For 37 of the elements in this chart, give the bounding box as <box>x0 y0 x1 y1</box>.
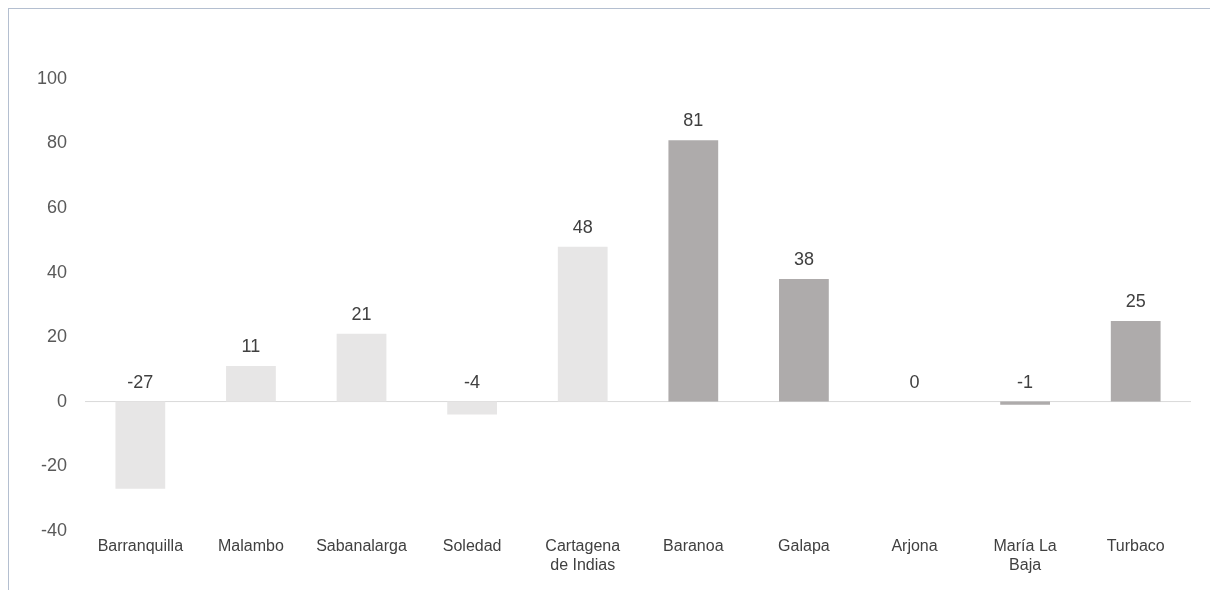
x-tick-label: Sabanalarga <box>316 536 407 554</box>
data-label: 0 <box>909 371 920 392</box>
data-label: 25 <box>1125 290 1146 311</box>
bar <box>447 401 498 415</box>
data-label: -1 <box>1017 371 1034 392</box>
bar <box>115 401 166 489</box>
bar <box>1110 320 1161 402</box>
x-tick-label: Soledad <box>442 536 502 554</box>
y-tick-label: 60 <box>47 197 68 217</box>
bar <box>779 278 829 402</box>
x-tick-label: Turbaco <box>1106 536 1165 554</box>
bar <box>336 333 387 402</box>
bar <box>1000 401 1050 405</box>
data-label: -4 <box>464 371 481 392</box>
x-tick-label: Baranoa <box>663 536 724 554</box>
y-tick-label: -20 <box>41 455 68 476</box>
y-tick-label: -40 <box>41 519 68 540</box>
data-label: 81 <box>683 110 704 131</box>
data-label: 48 <box>572 216 593 237</box>
y-tick-label: 20 <box>47 326 68 347</box>
x-tick-label: María La Baja <box>993 536 1057 573</box>
x-tick-label: Malambo <box>218 536 284 554</box>
data-label: 21 <box>351 303 372 324</box>
y-tick-label: 80 <box>47 132 68 153</box>
bar <box>226 366 276 402</box>
x-tick-label: Barranquilla <box>97 536 184 554</box>
y-tick-label: 100 <box>36 67 68 88</box>
y-tick-label: 40 <box>47 261 68 282</box>
x-tick-label: Cartagena de Indias <box>545 536 621 573</box>
bar <box>668 140 719 402</box>
x-tick-label: Arjona <box>891 536 938 554</box>
data-label: 11 <box>241 336 261 357</box>
data-label: -27 <box>127 371 154 392</box>
x-tick-label: Galapa <box>778 536 830 554</box>
y-tick-label: 0 <box>57 390 68 411</box>
bar <box>557 246 608 402</box>
data-label: 38 <box>793 248 814 269</box>
